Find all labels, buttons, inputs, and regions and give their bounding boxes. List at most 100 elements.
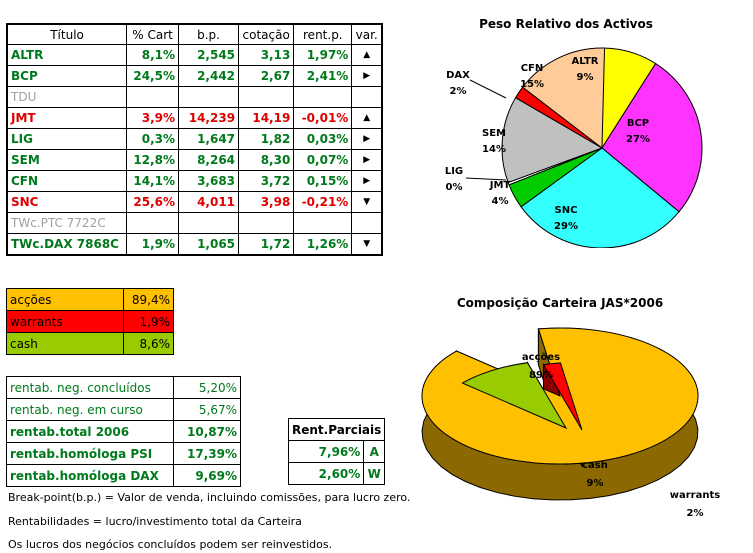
pie1-percent-label: 0% <box>446 182 463 193</box>
returns-value: 5,20% <box>173 376 241 399</box>
portfolio-row-snc: SNC 25,6% 4,011 3,98 -0,21% ▼ <box>6 191 383 213</box>
cell-var: ▶ <box>351 170 383 192</box>
asset-weight-pie-chart: Peso Relativo dos Activos ALTR 9% BCP 27% SN… <box>445 17 703 248</box>
col-cart: % Cart <box>126 23 179 45</box>
pie1-category-label: DAX <box>446 70 470 81</box>
pie1-percent-label: 29% <box>554 221 578 232</box>
cell-cot: 3,13 <box>238 44 295 66</box>
partial-return-tag: W <box>363 462 386 485</box>
returns-row: rentab.total 2006 10,87% <box>6 420 241 443</box>
returns-label: rentab. neg. concluídos <box>6 376 174 399</box>
pie1-title: Peso Relativo dos Activos <box>479 17 653 31</box>
cell-cot: 1,72 <box>238 233 295 256</box>
returns-label: rentab.homóloga PSI <box>6 442 174 465</box>
partial-return-tag: A <box>363 440 386 463</box>
cell-bp <box>177 86 240 108</box>
cell-bp: 1,065 <box>177 233 240 256</box>
cell-bp: 2,442 <box>177 65 240 87</box>
col-cotacao: cotação <box>238 23 295 45</box>
cell-cot: 14,19 <box>238 107 295 129</box>
cell-cot: 3,98 <box>238 191 295 213</box>
cell-var: ▼ <box>351 191 383 213</box>
cell-bp: 14,239 <box>177 107 240 129</box>
returns-label: rentab. neg. em curso <box>6 398 174 421</box>
partial-returns-title: Rent.Parciais <box>287 418 386 441</box>
pie1-category-label: SEM <box>482 128 506 139</box>
partial-return-value: 2,60% <box>287 462 365 485</box>
pie2-category-label: warrants <box>670 490 720 501</box>
cell-titulo: TDU <box>6 86 128 108</box>
pie2-slice-cash <box>461 362 568 430</box>
cell-titulo: ALTR <box>6 44 128 66</box>
cell-cart: 1,9% <box>126 233 179 256</box>
pie1-slice-cfn <box>521 47 606 149</box>
pie2-category-label: cash <box>582 460 608 471</box>
col-var: var. <box>351 23 383 45</box>
portfolio-table: Título % Cart b.p. cotação rent.p. var. … <box>6 23 383 256</box>
returns-row: rentab.homóloga DAX 9,69% <box>6 464 241 487</box>
cell-cot: 8,30 <box>238 149 295 171</box>
allocation-label: acções <box>6 288 124 311</box>
returns-table: rentab. neg. concluídos 5,20% rentab. neg.… <box>6 376 241 487</box>
portfolio-row-bcp: BCP 24,5% 2,442 2,67 2,41% ▶ <box>6 65 383 87</box>
cell-cot: 1,82 <box>238 128 295 150</box>
allocation-row: cash 8,6% <box>6 332 174 355</box>
note-rentabilidades: Rentabilidades = lucro/investimento tota… <box>8 515 302 528</box>
pie2-percent-label: 2% <box>687 508 704 519</box>
cell-var <box>351 86 383 108</box>
col-titulo: Título <box>6 23 128 45</box>
cell-cot <box>238 86 295 108</box>
returns-value: 9,69% <box>173 464 241 487</box>
cell-rent: 0,15% <box>293 170 353 192</box>
pie1-slice-snc <box>520 147 680 248</box>
cell-rent: 0,03% <box>293 128 353 150</box>
portfolio-row-lig: LIG 0,3% 1,647 1,82 0,03% ▶ <box>6 128 383 150</box>
pie1-leader-line <box>469 79 507 99</box>
cell-rent: 1,26% <box>293 233 353 256</box>
returns-row: rentab. neg. concluídos 5,20% <box>6 376 241 399</box>
returns-label: rentab.homóloga DAX <box>6 464 174 487</box>
allocation-value: 89,4% <box>123 288 174 311</box>
portfolio-row-jmt: JMT 3,9% 14,239 14,19 -0,01% ▲ <box>6 107 383 129</box>
cell-cart: 3,9% <box>126 107 179 129</box>
allocation-label: cash <box>6 332 124 355</box>
cell-cot: 2,67 <box>238 65 295 87</box>
portfolio-row-sem: SEM 12,8% 8,264 8,30 0,07% ▶ <box>6 149 383 171</box>
cell-titulo: JMT <box>6 107 128 129</box>
pie1-percent-label: 15% <box>520 79 544 90</box>
cell-rent: 0,07% <box>293 149 353 171</box>
pie1-category-label: ALTR <box>572 56 599 67</box>
cell-rent: -0,21% <box>293 191 353 213</box>
col-rent: rent.p. <box>293 23 353 45</box>
pie1-slice-sem <box>501 96 604 184</box>
partial-return-value: 7,96% <box>287 440 365 463</box>
allocation-row: acções 89,4% <box>6 288 174 311</box>
returns-value: 17,39% <box>173 442 241 465</box>
returns-label: rentab.total 2006 <box>6 420 174 443</box>
cell-cart <box>126 86 179 108</box>
cell-rent: 1,97% <box>293 44 353 66</box>
pie1-leader-line <box>465 177 507 181</box>
cell-titulo: SEM <box>6 149 128 171</box>
portfolio-row-altr: ALTR 8,1% 2,545 3,13 1,97% ▲ <box>6 44 383 66</box>
portfolio-row-cfn: CFN 14,1% 3,683 3,72 0,15% ▶ <box>6 170 383 192</box>
cell-var: ▼ <box>351 233 383 256</box>
pie1-category-label: JMT <box>489 180 511 191</box>
pie1-percent-label: 27% <box>626 134 650 145</box>
pie1-category-label: LIG <box>445 166 463 177</box>
cell-bp: 2,545 <box>177 44 240 66</box>
cell-cart: 8,1% <box>126 44 179 66</box>
cell-bp: 8,264 <box>177 149 240 171</box>
portfolio-row-tdu: TDU <box>6 86 383 108</box>
cell-cot <box>238 212 295 234</box>
pie1-category-label: SNC <box>555 205 578 216</box>
pie1-percent-label: 14% <box>482 144 506 155</box>
allocation-table: acções 89,4% warrants 1,9% cash 8,6% <box>6 288 174 355</box>
cell-rent: 2,41% <box>293 65 353 87</box>
pie2-category-label: acções <box>522 352 560 363</box>
allocation-value: 8,6% <box>123 332 174 355</box>
pie2-percent-label: 89% <box>529 370 553 381</box>
note-breakpoint: Break-point(b.p.) = Valor de venda, incl… <box>8 491 411 504</box>
col-bp: b.p. <box>177 23 240 45</box>
cell-var <box>351 212 383 234</box>
